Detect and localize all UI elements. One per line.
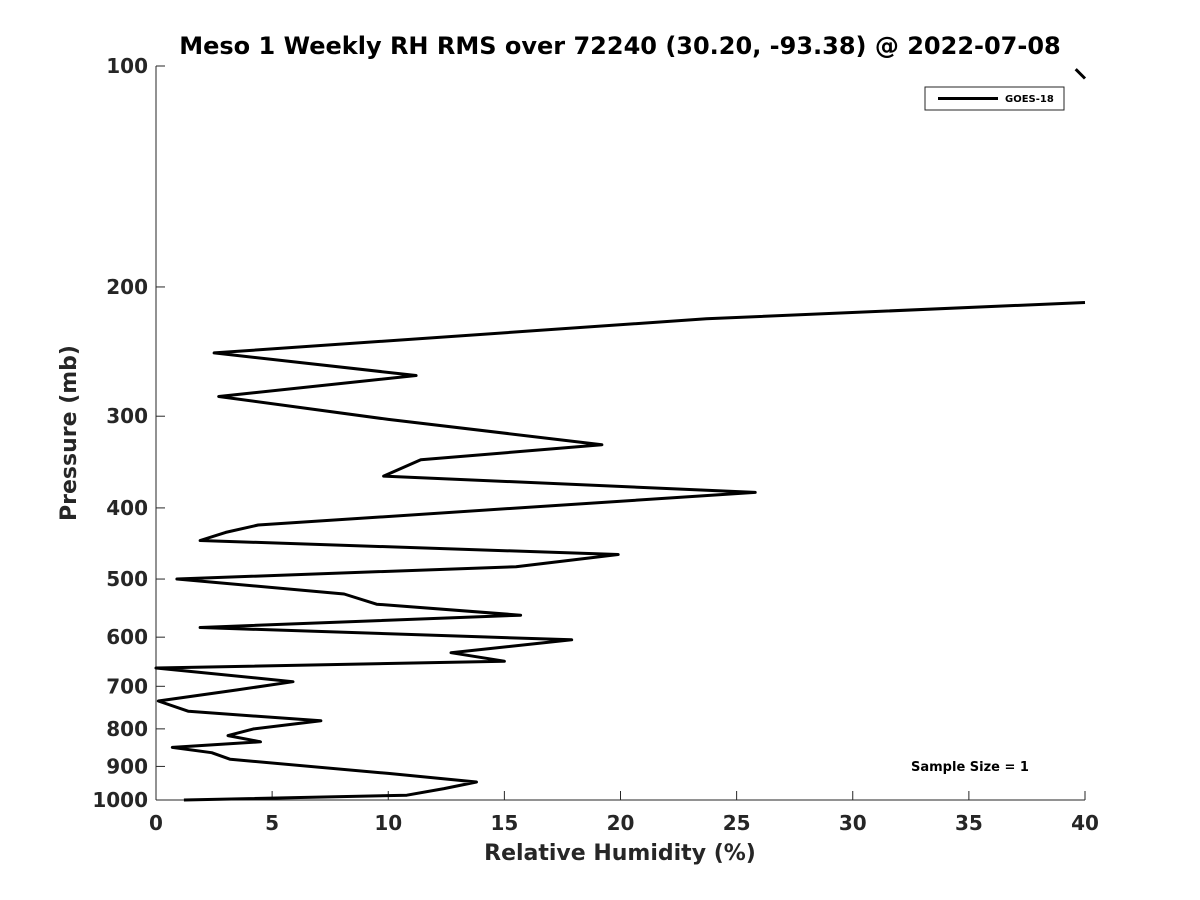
x-tick-label: 5 (265, 811, 279, 835)
y-tick-label: 700 (106, 674, 148, 698)
y-axis-label: Pressure (mb) (57, 345, 82, 521)
y-tick-label: 400 (106, 496, 148, 520)
x-axis-label: Relative Humidity (%) (484, 841, 756, 866)
y-tick-label: 200 (106, 275, 148, 299)
y-tick-label: 900 (106, 754, 148, 778)
y-tick-label: 1000 (92, 788, 148, 812)
y-ticks: 100 200 300 400 500 600 700 800 900 1000 (92, 54, 165, 812)
series-layer (154, 68, 1087, 802)
x-tick-label: 40 (1071, 811, 1099, 835)
legend-label-goes-18: GOES-18 (1005, 94, 1054, 105)
axes (155, 66, 1085, 801)
series-line-goes-18-segment (1074, 68, 1087, 80)
y-tick-label: 600 (106, 625, 148, 649)
x-tick-label: 35 (955, 811, 983, 835)
y-tick-label: 800 (106, 717, 148, 741)
y-tick-label: 300 (106, 404, 148, 428)
legend: GOES-18 (924, 86, 1065, 111)
x-tick-label: 25 (723, 811, 751, 835)
chart-title: Meso 1 Weekly RH RMS over 72240 (30.20, … (179, 32, 1061, 60)
x-tick-label: 10 (374, 811, 402, 835)
x-tick-label: 20 (607, 811, 635, 835)
sample-size-annotation: Sample Size = 1 (911, 760, 1029, 775)
x-tick-label: 0 (149, 811, 163, 835)
x-tick-label: 30 (839, 811, 867, 835)
y-tick-label: 500 (106, 567, 148, 591)
y-tick-label: 100 (106, 54, 148, 78)
x-ticks: 0 5 10 15 20 25 30 35 40 (149, 791, 1099, 835)
x-tick-label: 15 (490, 811, 518, 835)
series-line-goes-18 (154, 301, 1086, 802)
